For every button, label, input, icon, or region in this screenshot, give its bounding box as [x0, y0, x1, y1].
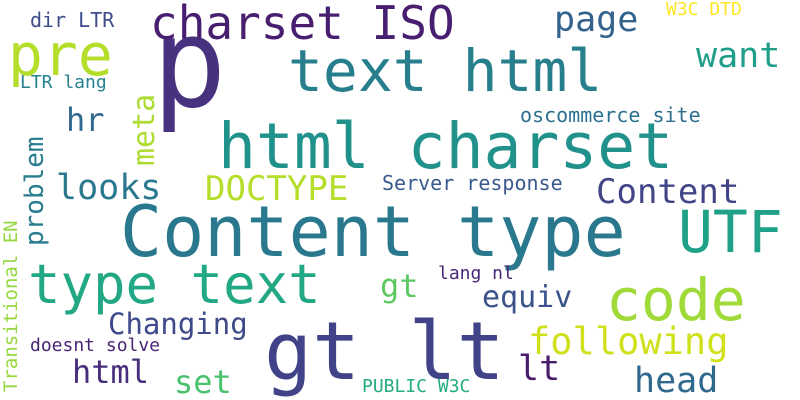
word-w3c-dtd: W3C DTD — [666, 1, 742, 19]
word-content: Content — [596, 175, 739, 209]
word-gt: gt — [380, 270, 419, 302]
word-server-response: Server response — [382, 173, 563, 193]
word-lt: lt — [518, 352, 560, 387]
word-ltr-lang: LTR lang — [20, 74, 107, 92]
word-doctype: DOCTYPE — [205, 172, 348, 206]
word-dir-ltr: dir LTR — [30, 10, 114, 30]
word-doesnt-solve: doesnt solve — [30, 337, 160, 355]
word-head: head — [634, 364, 718, 399]
word-hr: hr — [66, 104, 105, 136]
word-want: want — [696, 39, 780, 74]
word-charset-iso: charset ISO — [150, 0, 455, 46]
word-page: page — [554, 3, 638, 38]
word-oscommerce-site: oscommerce site — [520, 105, 701, 125]
word-public-w3c: PUBLIC W3C — [362, 378, 470, 396]
word-text-html: text html — [288, 42, 602, 100]
word-equiv: equiv — [482, 283, 572, 313]
word-looks: looks — [56, 171, 161, 206]
word-html: html — [72, 356, 149, 388]
word-type-text: type text — [28, 258, 321, 312]
word-problem: problem — [22, 136, 48, 246]
word-transitional-en: Transitional EN — [2, 220, 21, 392]
word-set: set — [174, 366, 232, 398]
word-lang-nl: lang nl — [438, 265, 514, 283]
word-meta: meta — [130, 94, 160, 166]
